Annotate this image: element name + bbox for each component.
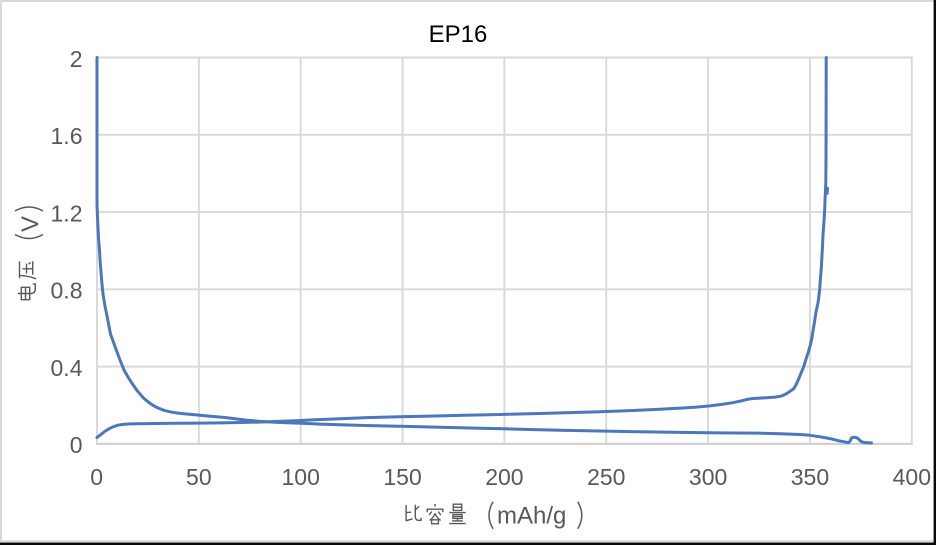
svg-text:200: 200 [485, 464, 523, 490]
svg-text:EP16: EP16 [429, 21, 488, 48]
svg-text:400: 400 [893, 464, 931, 490]
svg-text:mAh/g: mAh/g [497, 503, 566, 530]
svg-text:0: 0 [90, 464, 103, 490]
svg-text:150: 150 [383, 464, 421, 490]
svg-text:0.8: 0.8 [51, 278, 83, 304]
svg-text:100: 100 [282, 464, 320, 490]
svg-text:0: 0 [70, 432, 83, 458]
svg-text:1.6: 1.6 [51, 123, 83, 149]
svg-text:350: 350 [791, 464, 829, 490]
svg-text:250: 250 [587, 464, 625, 490]
svg-text:V: V [17, 216, 44, 232]
svg-text:0.4: 0.4 [51, 355, 83, 381]
svg-text:300: 300 [689, 464, 727, 490]
svg-text:1.2: 1.2 [51, 200, 83, 226]
svg-text:50: 50 [186, 464, 212, 490]
svg-text:2: 2 [70, 46, 83, 72]
